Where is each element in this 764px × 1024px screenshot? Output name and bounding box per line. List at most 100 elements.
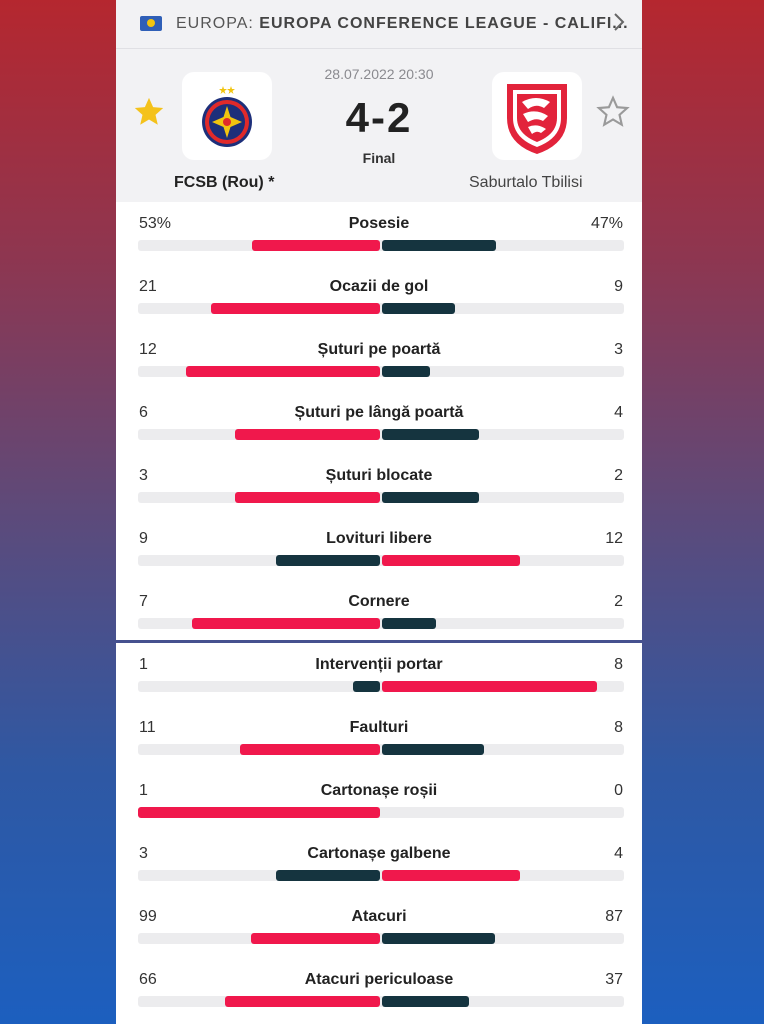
stat-bar-home xyxy=(276,555,380,566)
stat-label: Posesie xyxy=(348,215,410,232)
match-header: 28.07.2022 20:30 4-2 Final FCSB (Rou) * … xyxy=(116,50,642,202)
stat-home-value: 12 xyxy=(139,341,157,358)
stat-away-value: 4 xyxy=(614,404,623,421)
stat-bar-away xyxy=(382,429,479,440)
stat-bar-track xyxy=(138,996,624,1007)
stat-row: 99 Atacuri 87 xyxy=(116,895,642,958)
fcsb-crest-icon xyxy=(202,86,252,147)
stat-bar-track xyxy=(138,366,624,377)
stat-home-value: 9 xyxy=(139,530,148,547)
stat-label: Ocazii de gol xyxy=(329,278,429,295)
stat-bar-away xyxy=(382,492,479,503)
stats-section-bottom: 1 Intervenții portar 8 11 Faulturi 8 1 Cartonaș… xyxy=(116,643,642,1024)
stat-label: Cartonașe roșii xyxy=(320,782,438,799)
stat-row: 1 Intervenții portar 8 xyxy=(116,643,642,706)
stat-label: Lovituri libere xyxy=(326,530,432,547)
europe-flag-icon xyxy=(140,16,162,31)
stat-away-value: 87 xyxy=(605,908,623,925)
stat-label: Intervenții portar xyxy=(315,656,443,673)
stat-label: Faulturi xyxy=(349,719,409,736)
stat-row: 6 Șuturi pe lângă poartă 4 xyxy=(116,391,642,454)
stats-section-top: 53% Posesie 47% 21 Ocazii de gol 9 12 Șuturi pe… xyxy=(116,202,642,640)
stat-row: 9 Lovituri libere 12 xyxy=(116,517,642,580)
stat-bar-home xyxy=(235,429,380,440)
stat-away-value: 2 xyxy=(614,593,623,610)
stat-bar-track xyxy=(138,240,624,251)
stat-away-value: 37 xyxy=(605,971,623,988)
stat-away-value: 8 xyxy=(614,656,623,673)
stat-home-value: 66 xyxy=(139,971,157,988)
chevron-right-icon[interactable] xyxy=(608,11,630,33)
stat-label: Șuturi pe lângă poartă xyxy=(294,404,464,421)
stat-bar-away xyxy=(382,996,469,1007)
stat-row: 53% Posesie 47% xyxy=(116,202,642,265)
stat-bar-home xyxy=(192,618,380,629)
stat-home-value: 3 xyxy=(139,845,148,862)
breadcrumb-prefix: EUROPA: xyxy=(176,15,254,32)
match-panel: EUROPA: EUROPA CONFERENCE LEAGUE - CALIF… xyxy=(116,0,642,640)
stat-home-value: 1 xyxy=(139,782,148,799)
stat-row: 7 Cornere 2 xyxy=(116,580,642,640)
stat-bar-home xyxy=(211,303,380,314)
stat-label: Șuturi blocate xyxy=(325,467,433,484)
stat-row: 66 Atacuri periculoase 37 xyxy=(116,958,642,1021)
stat-bar-away xyxy=(382,555,520,566)
stat-away-value: 47% xyxy=(590,215,623,232)
stat-row: 3 Șuturi blocate 2 xyxy=(116,454,642,517)
stat-home-value: 99 xyxy=(139,908,157,925)
stat-bar-home xyxy=(225,996,380,1007)
stat-bar-track xyxy=(138,870,624,881)
stat-bar-track xyxy=(138,744,624,755)
stat-label: Șuturi pe poartă xyxy=(317,341,441,358)
stat-bar-away xyxy=(382,303,455,314)
stat-away-value: 0 xyxy=(614,782,623,799)
away-team-name[interactable]: Saburtalo Tbilisi xyxy=(469,174,583,191)
stat-bar-track xyxy=(138,492,624,503)
home-team-logo xyxy=(182,72,272,160)
stat-bar-away xyxy=(382,933,495,944)
away-team-logo xyxy=(492,72,582,160)
stat-bar-away xyxy=(382,618,436,629)
stat-bar-track xyxy=(138,618,624,629)
match-score: 4-2 xyxy=(345,94,413,141)
stat-bar-home xyxy=(276,870,380,881)
stat-bar-home xyxy=(138,807,380,818)
breadcrumb[interactable]: EUROPA: EUROPA CONFERENCE LEAGUE - CALIF… xyxy=(116,0,642,49)
stat-home-value: 7 xyxy=(139,593,148,610)
stat-bar-track xyxy=(138,681,624,692)
stat-bar-away xyxy=(382,870,520,881)
stat-bar-track xyxy=(138,933,624,944)
stat-home-value: 3 xyxy=(139,467,148,484)
stat-bar-home xyxy=(353,681,380,692)
favorite-star-icon[interactable] xyxy=(132,95,166,129)
stat-away-value: 9 xyxy=(614,278,623,295)
stat-bar-away xyxy=(382,366,430,377)
stat-away-value: 8 xyxy=(614,719,623,736)
saburtalo-crest-icon xyxy=(507,84,567,154)
stat-label: Cartonașe galbene xyxy=(307,845,451,862)
stat-bar-track xyxy=(138,303,624,314)
favorite-star-outline-icon[interactable] xyxy=(596,95,630,129)
stat-home-value: 6 xyxy=(139,404,148,421)
match-status: Final xyxy=(362,150,396,166)
stat-row: 1 Cartonașe roșii 0 xyxy=(116,769,642,832)
stat-row: 11 Faulturi 8 xyxy=(116,706,642,769)
stat-bar-home xyxy=(252,240,380,251)
stat-row: 3 Cartonașe galbene 4 xyxy=(116,832,642,895)
stat-bar-track xyxy=(138,807,624,818)
stat-bar-away xyxy=(382,744,484,755)
stat-bar-home xyxy=(251,933,380,944)
stat-home-value: 11 xyxy=(139,719,156,736)
home-team-name[interactable]: FCSB (Rou) * xyxy=(174,174,275,191)
breadcrumb-competition: EUROPA CONFERENCE LEAGUE - CALIFI... xyxy=(259,15,629,32)
stat-bar-track xyxy=(138,555,624,566)
stat-label: Atacuri periculoase xyxy=(304,971,454,988)
stat-label: Atacuri xyxy=(351,908,407,925)
stat-row: 12 Șuturi pe poartă 3 xyxy=(116,328,642,391)
stat-home-value: 53% xyxy=(139,215,172,232)
stat-bar-away xyxy=(382,240,496,251)
stat-bar-home xyxy=(186,366,380,377)
stat-bar-home xyxy=(235,492,380,503)
stat-bar-track xyxy=(138,429,624,440)
stat-away-value: 3 xyxy=(614,341,623,358)
